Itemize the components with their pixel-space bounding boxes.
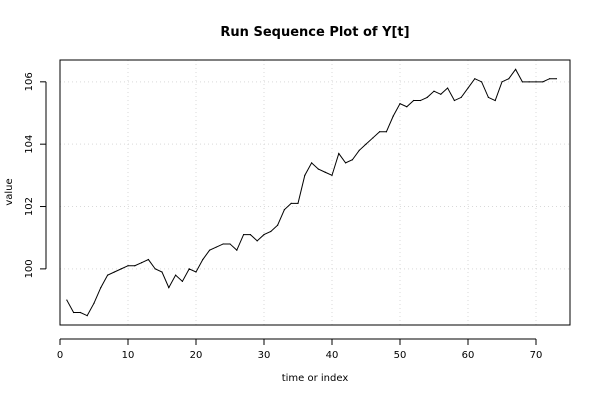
data-point-23 [215,246,217,248]
data-point-63 [487,96,489,99]
data-point-19 [188,268,190,270]
data-point-34 [290,202,292,205]
data-point-10 [127,265,129,267]
series-layer [66,68,558,317]
data-point-44 [358,149,360,152]
series-line-0 [66,68,557,317]
x-tick-label-20: 20 [190,350,203,361]
data-point-36 [304,174,306,176]
data-point-49 [392,115,394,117]
data-point-59 [460,96,462,99]
data-point-11 [134,265,136,267]
data-point-40 [331,174,333,176]
data-point-42 [345,162,347,164]
data-point-9 [120,268,122,270]
data-point-72 [549,78,551,80]
data-point-70 [535,81,537,83]
data-point-69 [528,81,530,83]
data-point-15 [161,271,163,273]
data-point-2 [73,311,75,314]
x-tick-label-60: 60 [462,350,475,361]
data-point-73 [555,78,558,80]
x-tick-label-40: 40 [326,350,339,361]
data-point-8 [113,271,115,273]
data-point-1 [66,299,68,301]
data-point-48 [385,131,387,133]
data-point-21 [202,258,204,261]
data-point-67 [515,68,517,70]
y-tick-label-102: 102 [24,197,35,216]
data-point-64 [494,99,496,102]
x-tick-label-10: 10 [122,350,135,361]
data-point-20 [195,271,197,273]
data-point-7 [107,274,109,276]
y-tick-label-106: 106 [24,72,35,91]
data-point-60 [467,87,469,89]
data-point-27 [243,233,245,236]
data-point-25 [229,243,231,245]
data-point-43 [351,159,353,161]
data-point-17 [175,274,177,276]
data-point-14 [154,268,156,270]
data-point-12 [141,262,143,264]
data-point-26 [236,249,238,251]
data-point-28 [249,233,251,236]
data-point-16 [168,286,170,289]
data-point-18 [181,280,183,282]
data-point-39 [324,171,326,173]
data-point-38 [317,168,319,170]
data-point-71 [542,81,544,83]
data-point-45 [365,143,367,145]
data-point-3 [79,311,81,314]
data-point-30 [263,233,265,236]
y-axis-label: value [4,178,15,205]
data-point-22 [209,249,211,251]
data-point-47 [379,131,381,133]
y-tick-label-104: 104 [24,135,35,154]
y-tick-label-100: 100 [24,259,35,278]
data-point-29 [256,240,258,242]
data-point-62 [481,81,483,83]
data-point-5 [93,302,95,304]
x-axis-label: time or index [282,373,349,384]
data-point-57 [447,87,449,89]
data-point-6 [100,286,102,289]
data-point-37 [311,162,313,164]
data-point-31 [270,230,272,233]
x-tick-label-30: 30 [258,350,271,361]
data-point-53 [419,99,421,102]
data-point-66 [508,78,510,80]
data-point-46 [372,137,374,139]
x-tick-label-0: 0 [57,350,63,361]
data-point-68 [521,81,524,83]
data-point-55 [433,90,435,92]
data-point-13 [147,258,149,261]
data-point-54 [426,96,428,99]
data-point-51 [406,106,408,108]
data-point-24 [222,243,224,245]
data-point-32 [277,224,279,226]
plot-frame [59,59,571,326]
data-point-58 [453,99,455,102]
data-point-65 [501,81,503,83]
data-point-35 [297,202,299,205]
data-point-56 [440,93,442,95]
data-point-52 [413,99,415,102]
data-point-33 [283,209,285,211]
data-point-61 [474,78,476,80]
x-tick-label-50: 50 [394,350,407,361]
data-point-4 [86,315,88,317]
chart-title: Run Sequence Plot of Y[t] [220,25,409,40]
axes: 0 10 20 30 40 50 60 70 100 102 104 106 [24,72,542,361]
data-point-50 [399,103,401,105]
x-tick-label-70: 70 [530,350,543,361]
data-point-41 [338,152,340,155]
